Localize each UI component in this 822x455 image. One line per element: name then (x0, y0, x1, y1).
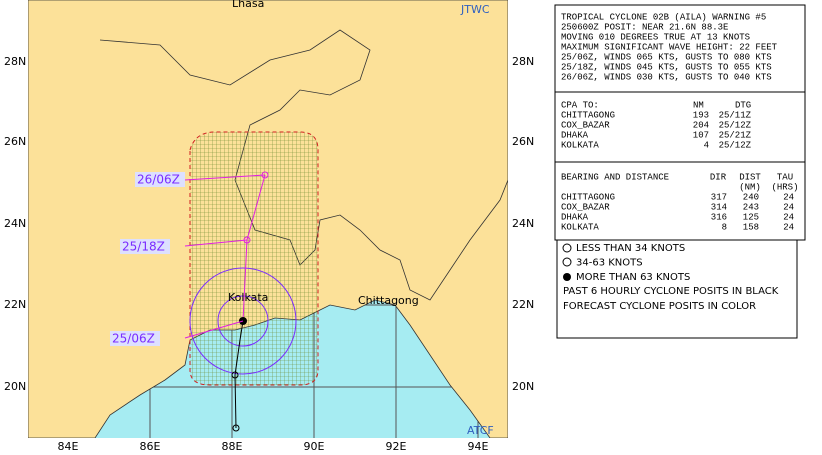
bearing-cell: 8 (722, 222, 727, 232)
cpa-cell: COX_BAZAR (561, 120, 610, 130)
legend-item: 34-63 KNOTS (576, 258, 643, 269)
legend-item: MORE THAN 63 KNOTS (576, 272, 690, 283)
bearing-subheader: (HRS) (771, 182, 798, 192)
cpa-cell: 204 (693, 120, 709, 130)
past-posit (232, 424, 240, 432)
bearing-subheader: (NM) (739, 182, 761, 192)
past-track (234, 320, 244, 429)
label-box (135, 172, 185, 187)
warning-line: 25/18Z, WINDS 045 KTS, GUSTS TO 055 KTS (561, 62, 772, 72)
place-label: Kolkata (228, 291, 268, 304)
place-label: Lhasa (232, 0, 264, 10)
lon-labels: 84E 86E 88E 90E 92E 94E (58, 440, 489, 453)
label-leader (184, 320, 244, 339)
lat-label: 22N (4, 298, 26, 311)
warning-line: 250600Z POSIT: NEAR 21.6N 88.3E (561, 22, 728, 32)
cpa-header: NM (693, 100, 704, 110)
lat-label: 22N (512, 298, 534, 311)
legend-symbol (562, 243, 572, 253)
cpa-cell: 4 (704, 140, 709, 150)
legend: LESS THAN 34 KNOTS 34-63 KNOTS MORE THAN 6… (563, 243, 779, 312)
bearing-cell: KOLKATA (561, 222, 599, 232)
bearing-cell: 317 (711, 192, 727, 202)
legend-symbol (562, 257, 572, 267)
place-label: Chittagong (358, 294, 419, 307)
bearing-cell: 240 (743, 192, 759, 202)
warning-line: 25/06Z, WINDS 065 KTS, GUSTS TO 080 KTS (561, 52, 772, 62)
label-box (120, 239, 170, 254)
bearing-header: DIR (710, 172, 727, 182)
lat-label: 26N (4, 135, 26, 148)
info-panel (554, 4, 806, 241)
bearing-cell: COX_BAZAR (561, 202, 610, 212)
bearing-cell: 24 (783, 222, 794, 232)
cpa-header: CPA TO: (561, 100, 599, 110)
warning-line: 26/06Z, WINDS 030 KTS, GUSTS TO 040 KTS (561, 72, 772, 82)
wind-radius-34 (189, 267, 297, 375)
footer-label: ATCF (467, 424, 494, 437)
bearing-cell: 24 (783, 212, 794, 222)
lat-label: 24N (512, 217, 534, 230)
bearing-cell: 24 (783, 202, 794, 212)
label-box (110, 331, 160, 346)
cpa-cell: 193 (693, 110, 709, 120)
legend-item: LESS THAN 34 KNOTS (576, 243, 685, 254)
lat-label: 20N (4, 380, 26, 393)
label-leader (184, 239, 248, 247)
label-leader (184, 174, 266, 181)
cpa-cell: 25/12Z (719, 140, 752, 150)
lon-label: 88E (222, 440, 243, 453)
bearing-cell: 243 (743, 202, 759, 212)
cpa-cell: DHAKA (561, 130, 589, 140)
warning-line: TROPICAL CYCLONE 02B (AILA) WARNING #5 (561, 12, 766, 22)
bearing-cell: 125 (743, 212, 759, 222)
legend-note: FORECAST CYCLONE POSITS IN COLOR (563, 301, 756, 312)
bearing-cell: 314 (711, 202, 727, 212)
map: 26/06Z 25/18Z 25/06Z Lhasa Kolkata Chitt… (28, 0, 508, 438)
lat-label: 24N (4, 217, 26, 230)
bearing-header: TAU (777, 172, 793, 182)
warning-line: MOVING 010 DEGREES TRUE AT 13 KNOTS (561, 32, 750, 42)
lat-label: 26N (512, 135, 534, 148)
forecast-label: 25/18Z (122, 240, 165, 254)
bearing-header: DIST (739, 172, 761, 182)
bearing-header: BEARING AND DISTANCE (561, 172, 669, 182)
forecast-label: 25/06Z (112, 332, 155, 346)
legend-symbol (563, 273, 571, 281)
cpa-cell: 25/21Z (719, 130, 752, 140)
info-text: TROPICAL CYCLONE 02B (AILA) WARNING #525… (561, 12, 799, 232)
lon-label: 94E (468, 440, 489, 453)
bearing-cell: DHAKA (561, 212, 589, 222)
cpa-cell: 25/11Z (719, 110, 752, 120)
lon-label: 92E (386, 440, 407, 453)
cpa-cell: CHITTAGONG (561, 110, 615, 120)
past-posit (231, 371, 239, 379)
lon-label: 90E (304, 440, 325, 453)
lat-label: 28N (4, 55, 26, 68)
bearing-cell: 24 (783, 192, 794, 202)
legend-note: PAST 6 HOURLY CYCLONE POSITS IN BLACK (563, 286, 779, 297)
lat-label: 28N (512, 55, 534, 68)
lon-label: 84E (58, 440, 79, 453)
bearing-cell: CHITTAGONG (561, 192, 615, 202)
cpa-cell: 107 (693, 130, 709, 140)
bearing-cell: 316 (711, 212, 727, 222)
legend-panel (556, 239, 798, 339)
lat-label: 20N (512, 380, 534, 393)
bearing-cell: 158 (743, 222, 759, 232)
lat-labels: 28N 28N 26N 26N 24N 24N 22N 22N 20N 20N (4, 55, 534, 393)
cpa-cell: 25/12Z (719, 120, 752, 130)
wind-radius-64 (217, 295, 269, 347)
agency-label: JTWC (460, 3, 490, 16)
forecast-label: 26/06Z (137, 173, 180, 187)
danger-area (189, 131, 319, 386)
lon-label: 86E (140, 440, 161, 453)
warning-line: MAXIMUM SIGNIFICANT WAVE HEIGHT: 22 FEET (561, 42, 778, 52)
cpa-cell: KOLKATA (561, 140, 599, 150)
cpa-header: DTG (735, 100, 751, 110)
